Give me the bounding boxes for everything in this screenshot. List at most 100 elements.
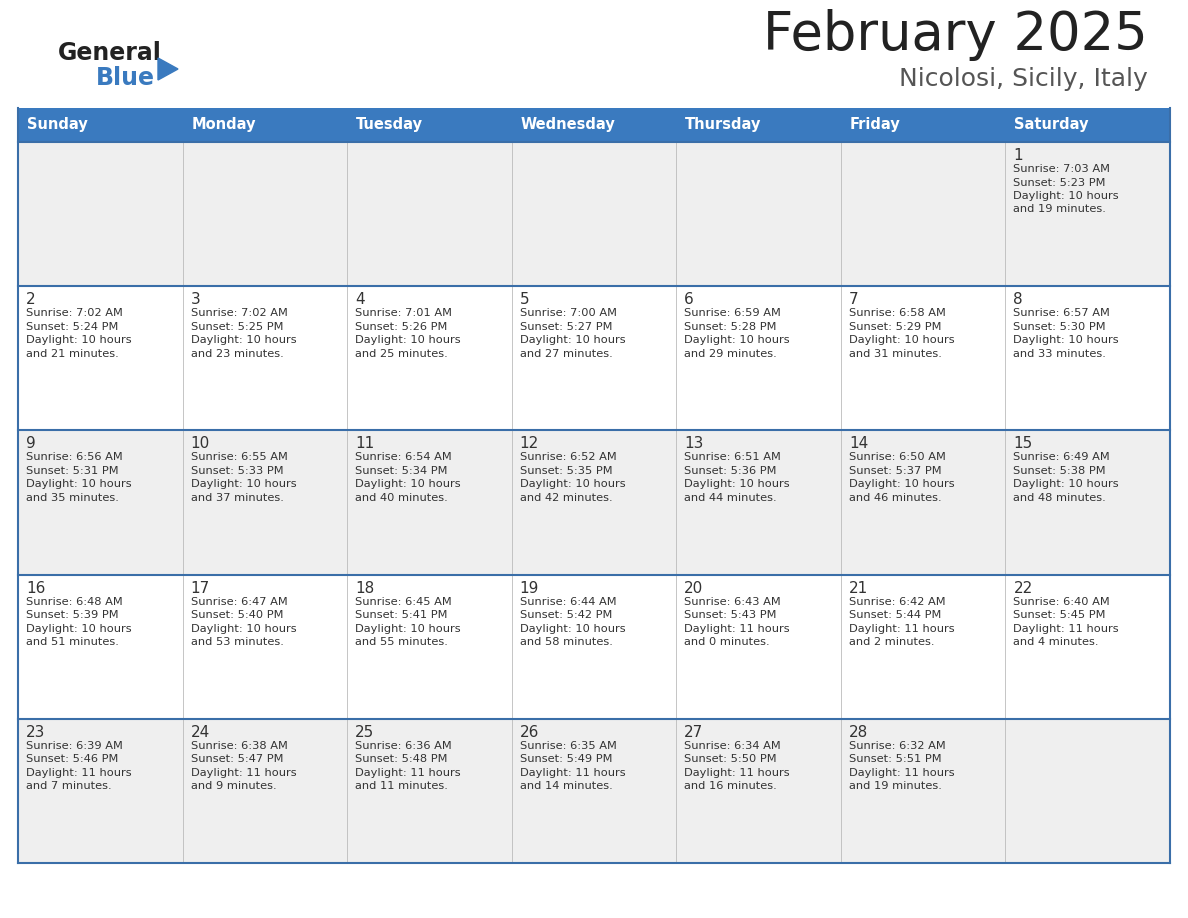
Text: Sunset: 5:45 PM: Sunset: 5:45 PM bbox=[1013, 610, 1106, 620]
Text: Sunrise: 6:38 AM: Sunrise: 6:38 AM bbox=[190, 741, 287, 751]
Text: 8: 8 bbox=[1013, 292, 1023, 308]
Text: Sunset: 5:47 PM: Sunset: 5:47 PM bbox=[190, 755, 283, 765]
Text: Sunset: 5:51 PM: Sunset: 5:51 PM bbox=[849, 755, 941, 765]
Text: 17: 17 bbox=[190, 580, 210, 596]
Text: 12: 12 bbox=[519, 436, 539, 452]
Text: Daylight: 10 hours: Daylight: 10 hours bbox=[190, 623, 296, 633]
Text: Saturday: Saturday bbox=[1015, 118, 1089, 132]
Text: and 9 minutes.: and 9 minutes. bbox=[190, 781, 276, 791]
Text: Sunset: 5:49 PM: Sunset: 5:49 PM bbox=[519, 755, 612, 765]
Text: and 19 minutes.: and 19 minutes. bbox=[1013, 205, 1106, 215]
Text: and 46 minutes.: and 46 minutes. bbox=[849, 493, 941, 503]
Text: Sunset: 5:24 PM: Sunset: 5:24 PM bbox=[26, 321, 119, 331]
Text: and 2 minutes.: and 2 minutes. bbox=[849, 637, 934, 647]
Text: 23: 23 bbox=[26, 725, 45, 740]
Bar bbox=[347, 108, 512, 142]
Text: Blue: Blue bbox=[96, 66, 154, 90]
Text: Nicolosi, Sicily, Italy: Nicolosi, Sicily, Italy bbox=[899, 67, 1148, 91]
Text: Tuesday: Tuesday bbox=[356, 118, 423, 132]
Text: Sunset: 5:38 PM: Sunset: 5:38 PM bbox=[1013, 466, 1106, 476]
Text: Sunset: 5:34 PM: Sunset: 5:34 PM bbox=[355, 466, 448, 476]
Text: and 21 minutes.: and 21 minutes. bbox=[26, 349, 119, 359]
Text: Daylight: 10 hours: Daylight: 10 hours bbox=[355, 479, 461, 489]
Text: Sunset: 5:48 PM: Sunset: 5:48 PM bbox=[355, 755, 448, 765]
Text: Friday: Friday bbox=[849, 118, 901, 132]
Text: Sunrise: 7:03 AM: Sunrise: 7:03 AM bbox=[1013, 164, 1111, 174]
Text: Sunset: 5:25 PM: Sunset: 5:25 PM bbox=[190, 321, 283, 331]
Text: 14: 14 bbox=[849, 436, 868, 452]
Text: Sunset: 5:29 PM: Sunset: 5:29 PM bbox=[849, 321, 941, 331]
Text: and 53 minutes.: and 53 minutes. bbox=[190, 637, 284, 647]
Text: Daylight: 10 hours: Daylight: 10 hours bbox=[355, 335, 461, 345]
Text: and 33 minutes.: and 33 minutes. bbox=[1013, 349, 1106, 359]
Text: and 51 minutes.: and 51 minutes. bbox=[26, 637, 119, 647]
Bar bbox=[183, 108, 347, 142]
Text: and 29 minutes.: and 29 minutes. bbox=[684, 349, 777, 359]
Text: Daylight: 11 hours: Daylight: 11 hours bbox=[849, 767, 954, 778]
Text: 2: 2 bbox=[26, 292, 36, 308]
Text: Sunrise: 7:00 AM: Sunrise: 7:00 AM bbox=[519, 308, 617, 319]
Text: Sunset: 5:23 PM: Sunset: 5:23 PM bbox=[1013, 177, 1106, 187]
Text: 11: 11 bbox=[355, 436, 374, 452]
Text: and 14 minutes.: and 14 minutes. bbox=[519, 781, 613, 791]
Text: 21: 21 bbox=[849, 580, 868, 596]
Text: 15: 15 bbox=[1013, 436, 1032, 452]
Text: Sunset: 5:35 PM: Sunset: 5:35 PM bbox=[519, 466, 612, 476]
Text: Sunset: 5:30 PM: Sunset: 5:30 PM bbox=[1013, 321, 1106, 331]
Text: Daylight: 10 hours: Daylight: 10 hours bbox=[1013, 191, 1119, 201]
Text: Sunrise: 6:43 AM: Sunrise: 6:43 AM bbox=[684, 597, 781, 607]
Text: and 16 minutes.: and 16 minutes. bbox=[684, 781, 777, 791]
Text: Daylight: 10 hours: Daylight: 10 hours bbox=[1013, 479, 1119, 489]
Text: Monday: Monday bbox=[191, 118, 257, 132]
Text: Sunrise: 6:39 AM: Sunrise: 6:39 AM bbox=[26, 741, 122, 751]
Text: Sunset: 5:43 PM: Sunset: 5:43 PM bbox=[684, 610, 777, 620]
Text: Daylight: 10 hours: Daylight: 10 hours bbox=[849, 479, 954, 489]
Text: Daylight: 10 hours: Daylight: 10 hours bbox=[519, 479, 625, 489]
Text: Sunrise: 6:56 AM: Sunrise: 6:56 AM bbox=[26, 453, 122, 463]
Bar bbox=[1005, 108, 1170, 142]
Text: Daylight: 10 hours: Daylight: 10 hours bbox=[519, 623, 625, 633]
Text: 4: 4 bbox=[355, 292, 365, 308]
Text: Sunset: 5:26 PM: Sunset: 5:26 PM bbox=[355, 321, 448, 331]
Text: Sunrise: 7:01 AM: Sunrise: 7:01 AM bbox=[355, 308, 453, 319]
Text: Daylight: 11 hours: Daylight: 11 hours bbox=[190, 767, 296, 778]
Bar bbox=[18, 286, 1170, 431]
Text: and 0 minutes.: and 0 minutes. bbox=[684, 637, 770, 647]
Text: 6: 6 bbox=[684, 292, 694, 308]
Text: 10: 10 bbox=[190, 436, 210, 452]
Text: Sunrise: 6:51 AM: Sunrise: 6:51 AM bbox=[684, 453, 782, 463]
Text: and 31 minutes.: and 31 minutes. bbox=[849, 349, 942, 359]
Bar bbox=[18, 719, 1170, 863]
Text: Sunrise: 6:59 AM: Sunrise: 6:59 AM bbox=[684, 308, 782, 319]
Text: Daylight: 11 hours: Daylight: 11 hours bbox=[355, 767, 461, 778]
Bar bbox=[841, 108, 1005, 142]
Text: Sunrise: 6:48 AM: Sunrise: 6:48 AM bbox=[26, 597, 122, 607]
Text: Sunrise: 6:52 AM: Sunrise: 6:52 AM bbox=[519, 453, 617, 463]
Text: 25: 25 bbox=[355, 725, 374, 740]
Text: 3: 3 bbox=[190, 292, 201, 308]
Text: and 42 minutes.: and 42 minutes. bbox=[519, 493, 612, 503]
Text: Sunset: 5:44 PM: Sunset: 5:44 PM bbox=[849, 610, 941, 620]
Text: and 44 minutes.: and 44 minutes. bbox=[684, 493, 777, 503]
Text: 16: 16 bbox=[26, 580, 45, 596]
Text: Daylight: 10 hours: Daylight: 10 hours bbox=[26, 479, 132, 489]
Text: Sunset: 5:33 PM: Sunset: 5:33 PM bbox=[190, 466, 283, 476]
Text: 20: 20 bbox=[684, 580, 703, 596]
Bar bbox=[18, 108, 183, 142]
Text: 19: 19 bbox=[519, 580, 539, 596]
Text: Sunrise: 6:44 AM: Sunrise: 6:44 AM bbox=[519, 597, 617, 607]
Text: Sunset: 5:42 PM: Sunset: 5:42 PM bbox=[519, 610, 612, 620]
Text: 13: 13 bbox=[684, 436, 703, 452]
Text: Daylight: 10 hours: Daylight: 10 hours bbox=[849, 335, 954, 345]
Text: 24: 24 bbox=[190, 725, 210, 740]
Text: 28: 28 bbox=[849, 725, 868, 740]
Text: 27: 27 bbox=[684, 725, 703, 740]
Text: Sunset: 5:37 PM: Sunset: 5:37 PM bbox=[849, 466, 941, 476]
Text: Wednesday: Wednesday bbox=[520, 118, 615, 132]
Text: Sunset: 5:31 PM: Sunset: 5:31 PM bbox=[26, 466, 119, 476]
Text: Sunrise: 6:54 AM: Sunrise: 6:54 AM bbox=[355, 453, 451, 463]
Bar bbox=[18, 575, 1170, 719]
Text: 7: 7 bbox=[849, 292, 859, 308]
Text: Sunset: 5:36 PM: Sunset: 5:36 PM bbox=[684, 466, 777, 476]
Text: and 4 minutes.: and 4 minutes. bbox=[1013, 637, 1099, 647]
